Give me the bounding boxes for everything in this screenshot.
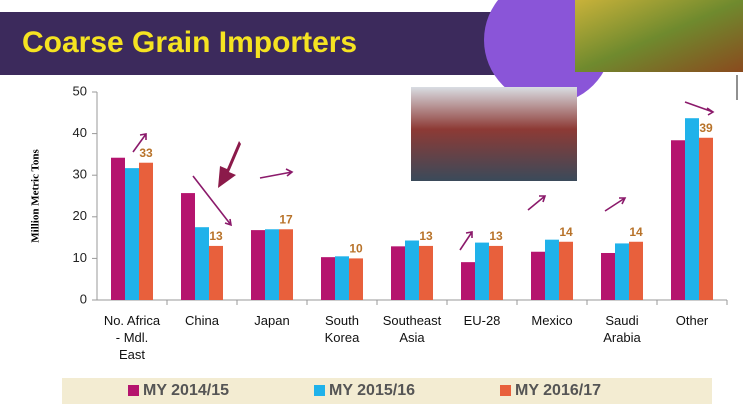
y-axis-label: Million Metric Tons xyxy=(30,149,42,243)
x-tick-label: Mexico xyxy=(521,312,583,329)
data-label: 13 xyxy=(489,229,503,243)
bar xyxy=(489,246,503,300)
x-tick-label: No. Africa - Mdl. East xyxy=(101,312,163,363)
bar xyxy=(461,262,475,300)
data-label: 33 xyxy=(139,146,153,160)
bar xyxy=(265,229,279,300)
x-tick-label: Southeast Asia xyxy=(381,312,443,346)
y-tick-label: 50 xyxy=(73,83,87,98)
bar xyxy=(209,246,223,300)
y-tick-label: 30 xyxy=(73,167,87,182)
legend-label: MY 2014/15 xyxy=(143,382,229,399)
bar xyxy=(195,227,209,300)
y-tick-label: 10 xyxy=(73,250,87,265)
legend-swatch xyxy=(128,385,139,396)
data-label: 14 xyxy=(629,225,643,239)
y-tick-label: 0 xyxy=(80,291,87,306)
legend-swatch xyxy=(314,385,325,396)
bar xyxy=(531,252,545,300)
legend-label: MY 2015/16 xyxy=(329,382,415,399)
bar xyxy=(671,140,685,300)
chart-title: Coarse Grain Importers xyxy=(22,26,357,59)
bar xyxy=(559,242,573,300)
bar xyxy=(335,256,349,300)
bar xyxy=(615,243,629,300)
bar xyxy=(139,163,153,300)
bar xyxy=(699,138,713,300)
data-label: 14 xyxy=(559,225,573,239)
grain-photo xyxy=(575,0,743,72)
bar xyxy=(405,241,419,300)
bar xyxy=(419,246,433,300)
bar xyxy=(279,229,293,300)
x-tick-label: Japan xyxy=(241,312,303,329)
bar xyxy=(629,242,643,300)
x-tick-label: South Korea xyxy=(311,312,373,346)
legend-label: MY 2016/17 xyxy=(515,382,601,399)
data-label: 13 xyxy=(419,229,433,243)
x-tick-label: Saudi Arabia xyxy=(591,312,653,346)
bar xyxy=(601,253,615,300)
x-tick-label: EU-28 xyxy=(451,312,513,329)
y-tick-label: 20 xyxy=(73,208,87,223)
bar xyxy=(321,257,335,300)
data-label: 13 xyxy=(209,229,223,243)
bar xyxy=(545,240,559,300)
big-arrow xyxy=(218,141,241,188)
bar xyxy=(111,158,125,300)
data-label: 39 xyxy=(699,121,713,135)
legend-swatch xyxy=(500,385,511,396)
data-label: 17 xyxy=(279,212,293,226)
bar xyxy=(685,118,699,300)
slide: Coarse Grain Importers Million Metric To… xyxy=(0,0,743,414)
bar xyxy=(181,193,195,300)
bar xyxy=(475,243,489,300)
data-label: 10 xyxy=(349,242,363,256)
x-tick-label: China xyxy=(171,312,233,329)
bar xyxy=(125,168,139,300)
bar xyxy=(251,230,265,300)
bar xyxy=(391,246,405,300)
y-tick-label: 40 xyxy=(73,125,87,140)
ship-photo xyxy=(411,87,577,181)
x-tick-label: Other xyxy=(661,312,723,329)
bar xyxy=(349,258,363,300)
